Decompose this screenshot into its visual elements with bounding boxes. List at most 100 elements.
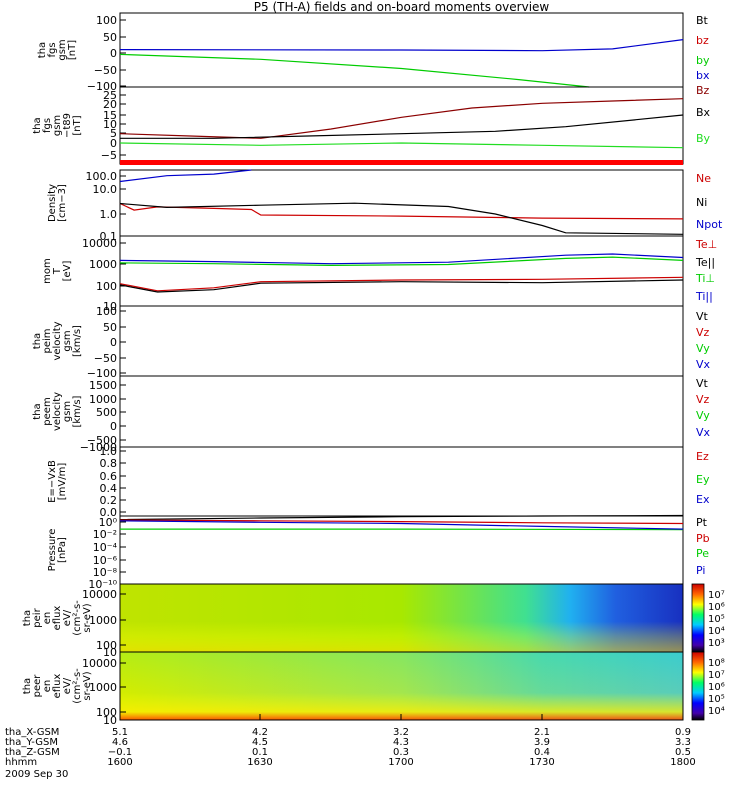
y-tick-label: 1000 [89, 614, 117, 627]
y-tick-label: 1000 [89, 681, 117, 694]
y-axis-label: eflux [52, 606, 63, 631]
x-tick-label: 0.9 [675, 727, 691, 738]
x-tick-label: 4.6 [112, 737, 128, 748]
panel-frame [119, 169, 684, 237]
panel-frame [119, 515, 684, 585]
y-axis-label: [eV] [62, 261, 73, 282]
series-line-2 [119, 53, 590, 88]
panel-frame [119, 446, 684, 517]
legend-entry: Vx [696, 358, 711, 371]
legend-entry: Vt [696, 377, 709, 390]
series-line-3 [119, 39, 684, 52]
legend-entry: Vx [696, 426, 711, 439]
y-tick-label: 0.4 [100, 482, 118, 495]
x-tick-label: 0.4 [534, 747, 550, 758]
y-axis-label: peir [32, 607, 43, 627]
y-axis-label: gsm [57, 39, 68, 60]
colorbar-tick-label: 10⁷ [708, 590, 725, 601]
series-line-1 [119, 279, 684, 293]
y-tick-label: −1000 [80, 441, 117, 454]
y-axis-label: tha [22, 610, 33, 626]
y-axis-label: −t89 [62, 113, 73, 138]
x-tick-label: 3.3 [675, 737, 691, 748]
y-tick-label: 10⁻¹⁰ [88, 578, 117, 591]
y-tick-label: 100 [96, 639, 117, 652]
y-axis-label: peer [32, 674, 43, 698]
panel-density: 100.010.0 1.0 0.1 Density [cm−3] Ne Ni Npot [47, 169, 723, 243]
y-tick-label: 10 [103, 646, 117, 659]
y-axis-label: peem [42, 397, 53, 425]
legend-entry: Ni [696, 196, 707, 209]
y-axis-label: (cm²-s- [72, 600, 83, 636]
colorbar-tick-label: 10⁶ [708, 682, 725, 693]
colorbar-tick-label: 10⁴ [708, 626, 725, 637]
y-tick-label: 1000 [89, 258, 117, 271]
series-line-1 [119, 202, 684, 235]
legend-entry: Pi [696, 564, 705, 577]
x-tick-label: 1700 [388, 757, 413, 768]
legend-entry: By [696, 132, 711, 145]
y-tick-label: 0 [110, 47, 117, 60]
series-line-3 [119, 520, 684, 530]
y-axis-label: [nT] [67, 40, 78, 60]
x-tick-label: 2.1 [534, 727, 550, 738]
series-line-2 [119, 256, 684, 267]
x-tick-label: −0.1 [108, 747, 132, 758]
y-tick-label: −100 [87, 80, 117, 93]
y-tick-label: 0 [110, 336, 117, 349]
y-axis-label: [cm−3] [57, 184, 68, 222]
series-line-0 [119, 98, 684, 139]
y-axis-label: gsm [52, 115, 63, 136]
y-axis-label: T [52, 267, 63, 275]
panel-frame [119, 86, 684, 165]
panel-e_field: 1.00.80.60.40.20.0 E=−VxB [mV/m] Ez Ey Ex [47, 445, 710, 519]
series-line-1 [119, 519, 684, 525]
y-axis-label: en [42, 612, 53, 625]
legend-entry: Pe [696, 547, 709, 560]
panel-frame [119, 235, 684, 307]
legend-entry: Vz [696, 326, 710, 339]
series-line-0 [119, 276, 684, 292]
y-axis-label: gsm [62, 330, 73, 351]
y-tick-label: −50 [94, 352, 117, 365]
legend-entry: Ti⊥ [695, 272, 715, 285]
series-line-0 [119, 514, 684, 521]
panel-mom_temp: 10000 1000 100 10 mom T [eV] Te⊥ Te|| Ti⊥ Ti|| [42, 235, 717, 313]
y-axis-label: tha [32, 333, 43, 349]
panel-fgs_gsm: 100 50 0 −50 −100 tha fgs gsm [nT] Bt bz by bx [37, 12, 710, 93]
date-label: 2009 Sep 30 [5, 769, 68, 780]
y-tick-label: 10⁰ [99, 516, 118, 529]
y-tick-label: 10000 [82, 657, 117, 670]
y-tick-label: 10 [103, 714, 117, 727]
legend-entry: Vt [696, 310, 709, 323]
legend-entry: bz [696, 34, 709, 47]
y-tick-label: 50 [103, 31, 117, 44]
y-axis-label: tha [32, 403, 43, 419]
legend-entry: bx [696, 69, 710, 82]
y-tick-label: 0.6 [100, 470, 118, 483]
y-axis-label: sr-eV) [82, 671, 93, 700]
y-axis-label: en [42, 680, 53, 693]
y-axis-label: [nPa] [57, 537, 68, 563]
y-tick-label: 10.0 [93, 183, 118, 196]
y-axis-label: (cm²-s- [72, 668, 83, 704]
legend-entry: Npot [696, 218, 723, 231]
y-tick-label: 10000 [82, 237, 117, 250]
x-tick-label: 1600 [107, 757, 132, 768]
y-axis-label: gsm [62, 401, 73, 422]
x-axis-row-label: hhmm [5, 757, 37, 768]
x-axis-row-label: tha_X-GSM [5, 727, 59, 738]
x-tick-label: 1800 [670, 757, 695, 768]
y-tick-label: 1.0 [100, 445, 118, 458]
legend-entry: Ti|| [695, 290, 713, 303]
legend-entry: Ey [696, 473, 710, 486]
colorbar [691, 651, 705, 721]
y-tick-label: −50 [94, 64, 117, 77]
x-tick-label: 0.1 [252, 747, 268, 758]
y-tick-label: 100 [96, 14, 117, 27]
y-axis-label: eV/ [62, 677, 73, 694]
